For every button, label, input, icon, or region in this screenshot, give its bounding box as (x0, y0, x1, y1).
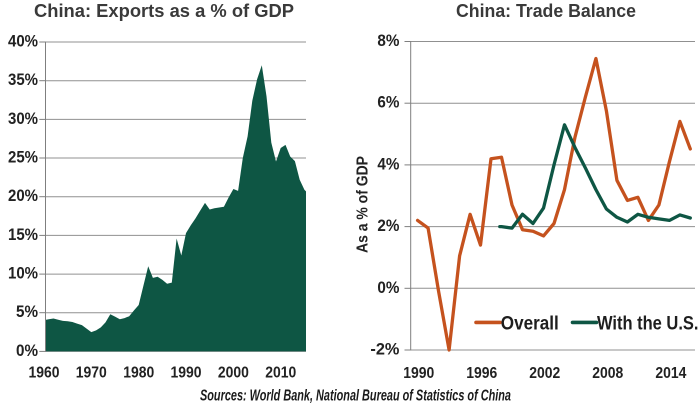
svg-text:Sources: World Bank, National: Sources: World Bank, National Bureau of … (200, 387, 511, 404)
svg-text:4%: 4% (377, 155, 399, 173)
svg-text:0%: 0% (16, 342, 38, 360)
svg-text:20%: 20% (8, 187, 38, 205)
svg-text:2002: 2002 (529, 365, 560, 382)
svg-text:0%: 0% (377, 279, 399, 297)
svg-text:1990: 1990 (171, 365, 202, 382)
svg-text:25%: 25% (8, 149, 38, 167)
svg-text:Overall: Overall (501, 314, 559, 335)
svg-text:8%: 8% (377, 32, 399, 50)
svg-text:1996: 1996 (466, 365, 497, 382)
svg-text:2%: 2% (377, 217, 399, 235)
svg-text:15%: 15% (8, 226, 38, 244)
svg-text:2014: 2014 (655, 365, 686, 382)
svg-text:30%: 30% (8, 110, 38, 128)
svg-text:1970: 1970 (76, 365, 107, 382)
svg-text:2010: 2010 (265, 365, 296, 382)
svg-text:2000: 2000 (218, 365, 249, 382)
svg-text:1990: 1990 (403, 365, 434, 382)
svg-text:2008: 2008 (592, 365, 623, 382)
svg-text:-2%: -2% (370, 341, 399, 359)
svg-text:40%: 40% (8, 33, 38, 51)
svg-text:With the U.S.: With the U.S. (597, 314, 699, 335)
svg-text:1960: 1960 (29, 365, 60, 382)
svg-text:35%: 35% (8, 71, 38, 89)
svg-text:10%: 10% (8, 265, 38, 283)
svg-text:China: Exports as a % of GDP: China: Exports as a % of GDP (34, 0, 294, 21)
svg-text:6%: 6% (377, 94, 399, 112)
svg-text:China: Trade Balance: China: Trade Balance (456, 0, 636, 21)
svg-text:5%: 5% (16, 303, 38, 321)
svg-text:1980: 1980 (123, 365, 154, 382)
svg-text:As a % of GDP: As a % of GDP (354, 156, 371, 253)
